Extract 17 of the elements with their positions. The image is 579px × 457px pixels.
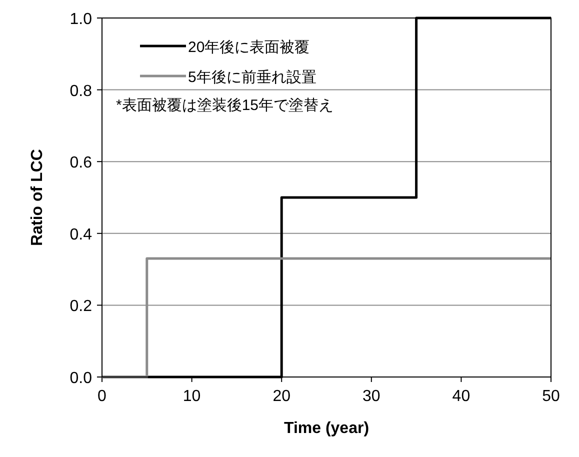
x-tick-label: 30 [362,388,380,405]
x-axis-title: Time (year) [284,420,370,437]
y-tick-label: 0.0 [70,370,92,387]
x-tick-label: 10 [182,388,201,405]
x-tick-label: 40 [452,388,470,405]
x-tick-label: 20 [272,388,291,405]
legend-label: 5年後に前垂れ設置 [188,69,316,86]
y-tick-label: 0.8 [70,82,92,100]
annotation: *表面被覆は塗装後15年で塗替え [116,97,334,114]
y-tick-label: 1.0 [70,11,92,28]
x-tick-label: 0 [98,388,107,405]
y-tick-label: 0.2 [70,298,92,316]
y-tick-label: 0.6 [70,154,92,172]
y-tick-label: 0.4 [70,226,92,244]
x-tick-label: 50 [542,388,560,405]
legend-label: 20年後に表面被覆 [188,39,310,56]
y-axis-title: Ratio of LCC [29,148,46,246]
